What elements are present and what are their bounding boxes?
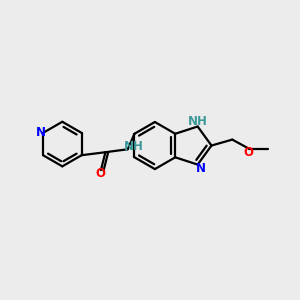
Text: N: N — [36, 125, 46, 139]
Text: NH: NH — [124, 140, 144, 153]
Text: O: O — [95, 167, 105, 179]
Text: NH: NH — [188, 115, 208, 128]
Text: O: O — [243, 146, 253, 159]
Text: N: N — [196, 162, 206, 175]
